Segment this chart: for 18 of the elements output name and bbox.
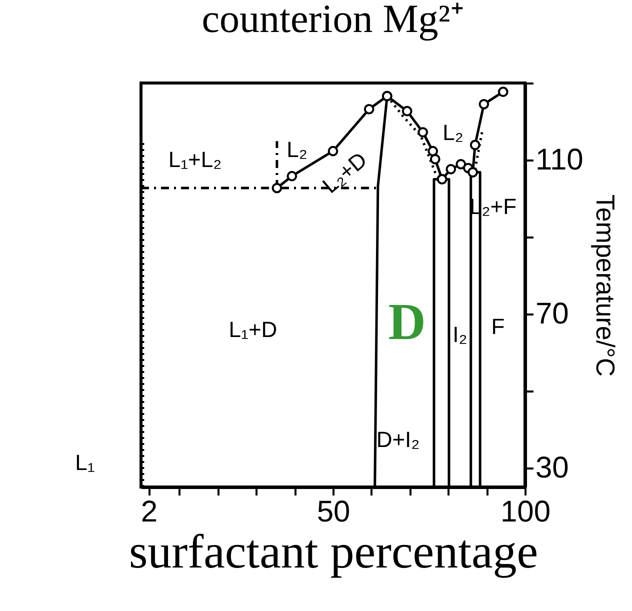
y-tick-label: 30 xyxy=(536,451,569,484)
text: L₁ xyxy=(75,450,95,475)
chart-title: counterion Mg²⁺ xyxy=(202,0,464,41)
x-tick-label: 100 xyxy=(500,496,551,528)
annotation: L₂ xyxy=(442,120,464,145)
annotation: L₁+L₂ xyxy=(168,147,222,172)
annotation: D+I₂ xyxy=(376,427,420,452)
x-tick-label: 2 xyxy=(140,496,158,528)
x-tick-label: 50 xyxy=(316,496,350,528)
annotation: I₂ xyxy=(452,322,468,347)
annotation: L₂ xyxy=(286,137,308,162)
y-axis-title: Temperature/°C xyxy=(590,194,620,377)
annotation: D xyxy=(388,294,426,351)
y-tick-label: 70 xyxy=(536,297,569,330)
annotation: L₁+D xyxy=(228,317,278,342)
annotation: F xyxy=(491,314,505,339)
y-tick-label: 110 xyxy=(536,143,584,176)
x-axis-title: surfactant percentage xyxy=(128,526,538,578)
